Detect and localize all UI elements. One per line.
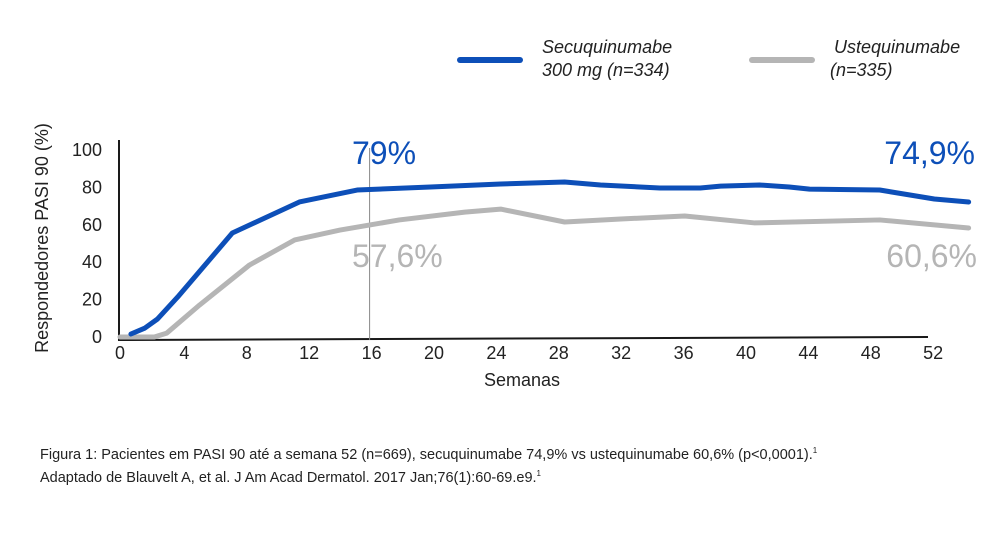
x-tick-label: 36: [674, 343, 694, 363]
x-tick-label: 16: [362, 343, 382, 363]
x-tick-label: 52: [923, 343, 943, 363]
caption-text-2: Adaptado de Blauvelt A, et al. J Am Acad…: [40, 469, 537, 486]
x-tick-label: 24: [486, 343, 506, 363]
y-axis-label: Respondedores PASI 90 (%): [32, 123, 52, 353]
x-tick-label: 8: [242, 343, 252, 363]
annotation-uste-week16: 57,6%: [352, 238, 443, 274]
caption-line1: Figura 1: Pacientes em PASI 90 até a sem…: [40, 446, 817, 463]
x-axis: [117, 336, 929, 341]
x-tick-label: 32: [611, 343, 631, 363]
x-tick-label: 48: [861, 343, 881, 363]
y-tick-label: 60: [82, 215, 102, 235]
legend-secu-line2: 300 mg (n=334): [542, 60, 670, 80]
series-line-secuquinumabe: [128, 179, 972, 337]
legend-uste-label: Ustequinumabe (n=335): [830, 36, 960, 82]
annotation-secu-week52: 74,9%: [884, 135, 975, 171]
caption-ref-1: 1: [812, 446, 818, 455]
y-tick-label: 0: [92, 327, 102, 347]
y-tick-label: 80: [82, 177, 102, 197]
x-tick-label: 20: [424, 343, 444, 363]
legend-secu-line1: Secuquinumabe: [542, 37, 673, 57]
annotation-uste-week52: 60,6%: [886, 238, 977, 274]
y-tick-label: 20: [82, 290, 102, 310]
series-line-ustequinumabe: [117, 206, 972, 340]
legend-uste-line1: Ustequinumabe: [834, 37, 961, 57]
x-tick-label: 12: [299, 343, 319, 363]
caption-line2: Adaptado de Blauvelt A, et al. J Am Acad…: [40, 469, 541, 486]
legend-uste-line2: (n=335): [830, 60, 893, 80]
x-tick-label: 28: [549, 343, 569, 363]
x-axis-label: Semanas: [484, 370, 560, 390]
x-tick-label: 40: [736, 343, 756, 363]
x-tick-label: 44: [798, 343, 818, 363]
x-tick-label: 4: [179, 343, 189, 363]
x-tick-label: 0: [115, 343, 125, 363]
caption-text-1: Figura 1: Pacientes em PASI 90 até a sem…: [40, 446, 813, 463]
caption-ref-2: 1: [536, 469, 541, 478]
annotation-secu-week16: 79%: [352, 135, 416, 171]
legend-secu-label: Secuquinumabe 300 mg (n=334): [542, 36, 672, 82]
y-tick-label: 100: [72, 140, 102, 160]
y-tick-label: 40: [82, 252, 102, 272]
